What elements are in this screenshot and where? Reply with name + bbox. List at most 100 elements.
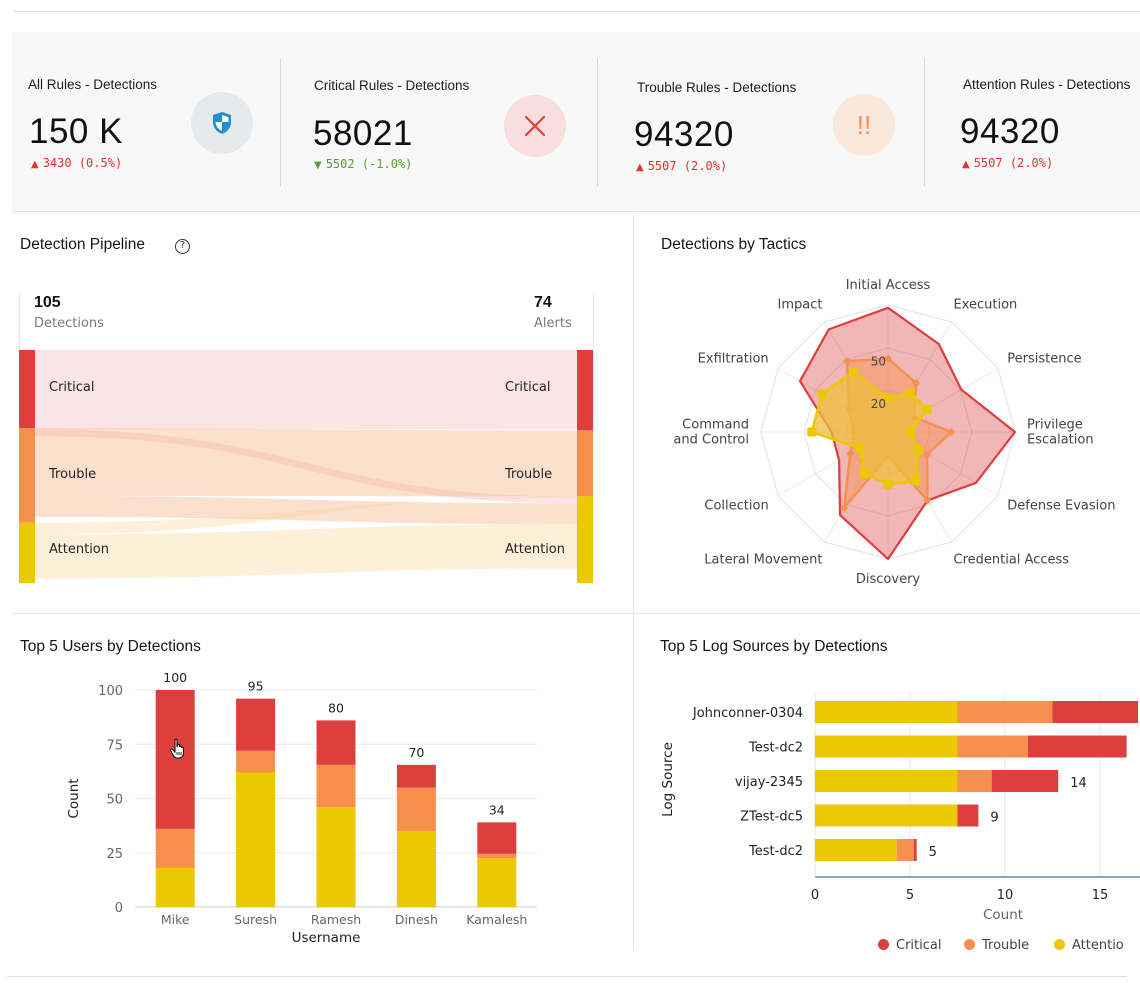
radar-axis-label-execution: Execution [954, 298, 1018, 313]
top-divider [13, 11, 1140, 12]
kpi-value: 94320 [634, 115, 734, 154]
radar-point-trouble [884, 354, 892, 363]
legend-label: Attentio [1072, 938, 1124, 953]
y-tick-label: Test-dc2 [748, 741, 803, 756]
x-tick-label: 10 [997, 888, 1014, 903]
panel-divider-horizontal [12, 613, 1140, 614]
radar-axis-label-lateral-movement: Lateral Movement [704, 552, 822, 567]
radar-point-trouble [947, 428, 956, 436]
kpi-divider [597, 58, 598, 186]
y-tick-label: 100 [98, 684, 123, 699]
y-tick-label: 50 [106, 793, 123, 808]
y-tick-label: Johnconner-0304 [692, 706, 803, 721]
bar-total-label: 80 [328, 700, 344, 715]
kpi-card-all-rules[interactable]: All Rules - Detections 150 K ▲ 3430 (0.5%… [12, 32, 280, 212]
bar-segment-attention [815, 770, 958, 792]
sankey-link-trouble-to-attention [35, 495, 577, 525]
radar-point-trouble [912, 379, 921, 388]
kpi-value: 94320 [960, 112, 1060, 151]
x-tick-label: 0 [811, 888, 819, 903]
kpi-title: Critical Rules - Detections [314, 78, 470, 93]
bar-segment-trouble [896, 839, 914, 861]
bar-segment-trouble [316, 764, 356, 808]
legend-item-critical[interactable]: Critical [878, 938, 941, 953]
source-node-label-trouble: Trouble [49, 467, 97, 482]
kpi-value: 58021 [313, 114, 413, 153]
radar-axis-label-command-and-control: Command and Control [673, 418, 749, 448]
legend-label: Trouble [982, 938, 1030, 953]
radar-point-attention [906, 388, 916, 398]
bar-segment-critical [1027, 735, 1127, 758]
y-tick-label: vijay-2345 [735, 775, 803, 790]
sankey-link-trouble-to-trouble [35, 428, 577, 497]
x-axis-title: Username [292, 930, 361, 946]
sankey-target-node-critical [577, 350, 593, 431]
radar-point-attention [817, 389, 827, 399]
kpi-card-critical[interactable]: Critical Rules - Detections 58021 ▼ 5502 … [281, 32, 597, 212]
bar-segment-trouble [155, 828, 195, 868]
bar-total-label: 9 [990, 811, 998, 826]
detections-total: 105 [34, 294, 61, 311]
sankey-link-attention-to-attention [35, 524, 577, 579]
kpi-strip: All Rules - Detections 150 K ▲ 3430 (0.5%… [12, 32, 1140, 212]
bar-segment-attention [396, 831, 436, 907]
bar-segment-critical [316, 720, 356, 765]
help-icon[interactable]: ? [175, 239, 190, 254]
bar-segment-attention [815, 735, 958, 758]
y-tick-label: 75 [106, 738, 123, 753]
radar-point-attention [883, 479, 893, 489]
kpi-divider [924, 58, 925, 186]
radar-point-trouble [843, 357, 852, 366]
radar-point-trouble [840, 503, 849, 512]
kpi-value: 150 K [29, 112, 123, 151]
legend-dot-trouble [964, 939, 975, 950]
radar-axis-label-privilege-escalation: Privilege Escalation [1027, 418, 1094, 448]
bar-segment-critical [991, 770, 1059, 792]
bar-segment-attention [815, 701, 958, 723]
bar-total-label: 14 [1070, 776, 1087, 791]
bar-segment-critical [155, 690, 195, 829]
y-tick-label: 0 [115, 901, 123, 916]
sankey-right-rule [593, 292, 594, 355]
trend-up-icon: ▲ [31, 159, 39, 170]
sankey-source-node-attention [19, 522, 35, 583]
x-tick-label: Suresh [234, 912, 277, 927]
x-tick-label: Ramesh [311, 912, 361, 927]
kpi-title: Attention Rules - Detections [963, 77, 1131, 92]
radar-axis-label-impact: Impact [778, 298, 823, 313]
radar-axis-label-exfiltration: Exfiltration [698, 352, 769, 367]
alerts-label: Alerts [534, 316, 572, 331]
bar-segment-critical [913, 839, 917, 861]
bar-segment-critical [236, 698, 276, 751]
radar-chart: 20 50 Initial Access Execution Persistence Pr… [673, 278, 1115, 587]
legend-item-trouble[interactable]: Trouble [964, 938, 1029, 953]
legend-item-attention[interactable]: Attentio [1054, 938, 1124, 953]
radar-axis-label-initial-access: Initial Access [846, 278, 931, 293]
bar-segment-critical [1052, 701, 1138, 723]
kpi-card-trouble[interactable]: Trouble Rules - Detections 94320 ▲ 5507 (… [598, 32, 924, 212]
sankey-source-node-critical [19, 350, 35, 429]
radar-point-attention [883, 393, 893, 403]
radar-axis-label-persistence: Persistence [1007, 352, 1081, 367]
trend-up-icon: ▲ [962, 159, 970, 170]
bar-total-label: 100 [163, 670, 187, 685]
bar-segment-critical [396, 764, 436, 788]
kpi-delta-value: 3430 (0.5%) [42, 156, 123, 170]
kpi-delta-value: 5507 (2.0%) [973, 156, 1054, 170]
kpi-delta-value: 5507 (2.0%) [647, 159, 728, 173]
sankey-link-critical-to-attention [35, 429, 577, 504]
double-exclamation-icon: !! [833, 94, 895, 156]
sankey-target-node-trouble [577, 430, 593, 497]
radar-tick-label: 50 [871, 354, 886, 368]
log-sources-bar-chart: 0 5 10 15 Johnconner-0304 Test-dc2 vijay-2345 1… [660, 692, 1140, 923]
radar-point-trouble [846, 449, 855, 458]
radar-point-attention [855, 443, 865, 453]
kpi-delta-value: 5502 (-1.0%) [325, 157, 413, 171]
kpi-card-attention[interactable]: Attention Rules - Detections 94320 ▲ 5507… [925, 32, 1140, 212]
bar-segment-attention [815, 804, 958, 827]
bar-total-label: 5 [929, 845, 937, 860]
bar-segment-trouble [957, 735, 1028, 758]
radar-point-trouble [923, 496, 932, 505]
radar-point-attention [922, 404, 932, 414]
kpi-delta: ▲ 3430 (0.5%) [31, 156, 122, 170]
